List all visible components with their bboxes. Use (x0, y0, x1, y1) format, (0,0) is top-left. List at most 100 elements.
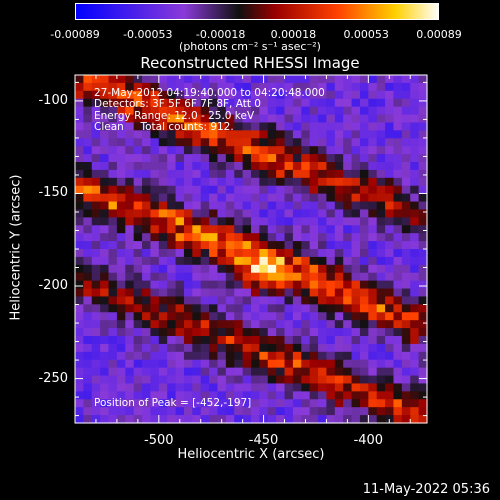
heatmap-cell (376, 75, 386, 84)
heatmap-cell (401, 312, 411, 321)
heatmap-cell (385, 367, 395, 377)
heatmap-cell (251, 75, 260, 84)
heatmap-cell (401, 391, 411, 400)
heatmap-cell (183, 288, 193, 298)
heatmap-cell (309, 193, 319, 203)
heatmap-cell (83, 304, 93, 313)
heatmap-cell (401, 122, 411, 131)
heatmap-cell (234, 336, 244, 345)
heatmap-cell (100, 193, 110, 203)
heatmap-cell (410, 399, 420, 408)
heatmap-cell (108, 201, 118, 211)
heatmap-cell (200, 383, 210, 392)
heatmap-cell (133, 122, 143, 131)
heatmap-cell (376, 225, 386, 234)
heatmap-cell (234, 407, 244, 416)
heatmap-cell (334, 209, 344, 218)
heatmap-cell (410, 280, 420, 290)
heatmap-cell (116, 256, 126, 266)
heatmap-cell (276, 146, 286, 155)
heatmap-cell (318, 185, 328, 195)
heatmap-cell (183, 336, 193, 345)
heatmap-cell (175, 169, 185, 179)
heatmap-cell (368, 217, 378, 226)
heatmap-cell (309, 399, 319, 408)
heatmap-cell (209, 106, 219, 116)
heatmap-cell (183, 383, 193, 392)
heatmap-cell (284, 304, 294, 313)
heatmap-cell (318, 367, 328, 377)
heatmap-cell (209, 75, 219, 84)
heatmap-cell (209, 193, 219, 203)
heatmap-cell (116, 146, 126, 155)
heatmap-cell (234, 328, 244, 337)
info-counts: Clean Total counts: 912. (94, 121, 234, 133)
heatmap-cell (393, 407, 403, 416)
heatmap-cell (133, 138, 143, 147)
heatmap-cell (83, 375, 93, 385)
heatmap-cell (401, 375, 411, 385)
heatmap-cell (192, 415, 202, 424)
heatmap-cell (359, 130, 369, 139)
heatmap-cell (401, 98, 411, 108)
heatmap-cell (292, 383, 302, 392)
heatmap-cell (351, 415, 361, 424)
heatmap-cell (234, 106, 244, 116)
heatmap-cell (217, 320, 227, 329)
heatmap-cell (359, 296, 369, 305)
heatmap-cell (385, 328, 395, 337)
heatmap-cell (225, 256, 235, 266)
heatmap-cell (91, 114, 101, 124)
heatmap-cell (309, 82, 319, 92)
heatmap-cell (192, 328, 202, 337)
heatmap-cell (351, 217, 361, 226)
heatmap-cell (418, 106, 428, 116)
heatmap-cell (309, 343, 319, 353)
heatmap-cell (292, 375, 302, 385)
heatmap-cell (351, 272, 361, 282)
heatmap-cell (200, 98, 210, 108)
heatmap-cell (368, 399, 378, 408)
heatmap-cell (343, 407, 353, 416)
heatmap-cell (217, 217, 227, 226)
heatmap-cell (192, 217, 202, 226)
heatmap-cell (368, 75, 378, 84)
heatmap-cell (284, 343, 294, 353)
heatmap-cell (376, 138, 386, 147)
heatmap-cell (217, 383, 227, 392)
heatmap-cell (209, 82, 219, 92)
heatmap-cell (150, 256, 160, 266)
heatmap-cell (142, 351, 152, 361)
heatmap-cell (200, 367, 210, 377)
heatmap-cell (234, 122, 244, 131)
heatmap-cell (175, 272, 185, 282)
heatmap-cell (125, 82, 135, 92)
heatmap-cell (301, 90, 311, 100)
heatmap-cell (301, 288, 311, 298)
heatmap-cell (217, 98, 227, 108)
heatmap-cell (108, 233, 118, 242)
heatmap-cell (158, 328, 168, 337)
heatmap-cell (225, 146, 235, 155)
heatmap-cell (343, 391, 353, 400)
heatmap-cell (326, 114, 336, 124)
heatmap-cell (91, 233, 101, 242)
heatmap-cell (393, 201, 403, 211)
heatmap-cell (116, 185, 126, 195)
heatmap-cell (343, 241, 353, 250)
heatmap-cell (234, 177, 244, 187)
heatmap-cell (200, 138, 210, 147)
heatmap-cell (183, 201, 193, 211)
heatmap-cell (142, 280, 152, 290)
heatmap-cell (225, 296, 235, 305)
heatmap-cell (234, 162, 244, 171)
heatmap-cell (108, 130, 118, 139)
heatmap-cell (192, 138, 202, 147)
heatmap-cell (175, 359, 185, 369)
heatmap-cell (183, 241, 193, 250)
heatmap-cell (217, 82, 227, 92)
heatmap-cell (343, 367, 353, 377)
heatmap-cell (175, 375, 185, 385)
heatmap-cell (351, 82, 361, 92)
y-tick-label: -100 (38, 92, 68, 108)
